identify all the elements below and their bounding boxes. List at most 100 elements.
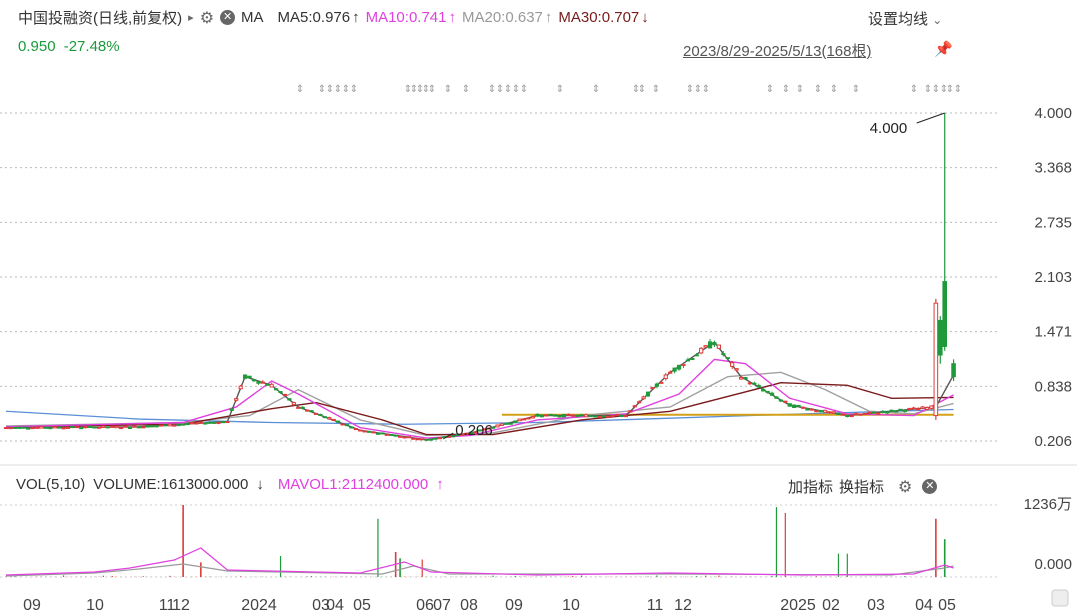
event-marker-icon: ⇕ [488, 84, 496, 95]
candle-body [632, 405, 637, 408]
candle-body [344, 424, 350, 427]
candle-body [353, 428, 358, 431]
ma30-value: MA30:0.707 [558, 9, 640, 26]
event-marker-icon: ⇕ [520, 84, 528, 95]
y-tick-label: 2.735 [1034, 214, 1072, 231]
gear-icon[interactable]: ⚙ [199, 9, 215, 27]
add-indicator-button[interactable]: 加指标 [788, 479, 834, 496]
candle-body [287, 398, 292, 401]
pin-icon[interactable]: 📌 [934, 41, 953, 58]
candle-body [504, 422, 509, 425]
date-range[interactable]: 2023/8/29-2025/5/13(168根) [683, 43, 872, 60]
event-marker-icon: ⇕ [428, 84, 436, 95]
candle-body [74, 426, 79, 429]
expand-arrow-icon[interactable]: ▸ [188, 12, 194, 24]
candle-body [840, 413, 845, 416]
event-marker-icon: ⇕ [496, 84, 504, 95]
candle-body [451, 435, 456, 438]
candle-body [304, 409, 310, 412]
candle-body [721, 353, 726, 356]
candle-body [43, 426, 48, 429]
candle-body [291, 402, 296, 406]
candle-body [845, 415, 850, 418]
x-tick-label: 05 [938, 597, 956, 613]
ma30-line [5, 382, 954, 436]
ma-settings-button[interactable]: 设置均线 ⌄ [868, 8, 942, 29]
high-label: 4.000 [870, 120, 908, 137]
candle-body [393, 434, 398, 437]
candle-body [229, 408, 234, 411]
event-marker-icon: ⇕ [940, 84, 948, 95]
candle-body [774, 396, 779, 399]
candle-body [610, 415, 615, 418]
event-marker-icon: ⇕ [318, 84, 326, 95]
ma-label: MA [241, 9, 264, 26]
candle-body [876, 412, 881, 415]
volume-value: VOLUME:1613000.000 [93, 476, 249, 493]
candle-body [783, 400, 788, 403]
candle-body [526, 417, 531, 420]
candle-body [756, 385, 761, 388]
candle-body [406, 436, 412, 439]
change-percent: -27.48% [63, 38, 120, 55]
candle-body [464, 432, 469, 435]
candle-body [521, 418, 527, 421]
candle-body [893, 410, 899, 413]
x-tick-label: 2025 [780, 597, 816, 613]
candle-body [455, 434, 460, 437]
event-marker-icon: ⇕ [422, 84, 430, 95]
candle-body [269, 383, 274, 388]
y-tick-label: 0.838 [1034, 378, 1072, 395]
candle-body [88, 425, 93, 428]
candle-body [132, 425, 137, 428]
candle-body [747, 382, 752, 385]
candle-body [880, 410, 885, 413]
candle-body [433, 437, 438, 440]
candle-body [769, 392, 775, 396]
candle-body [614, 413, 620, 416]
candle-body [827, 411, 832, 414]
candle-body [920, 406, 925, 409]
ma10-line [5, 358, 954, 439]
candle-body [477, 429, 482, 432]
candle-body [725, 357, 730, 360]
close-icon[interactable]: ✕ [220, 10, 236, 25]
candle-body [530, 416, 536, 419]
candle-body [561, 413, 567, 418]
candle-body [681, 363, 686, 366]
event-marker-icon: ⇕ [416, 84, 424, 95]
candle-body [39, 426, 44, 429]
candle-body [389, 434, 394, 437]
gear-icon[interactable]: ⚙ [898, 478, 913, 496]
volume-direction: ↓ [256, 476, 264, 493]
stock-title[interactable]: 中国投融资(日线,前复权) [18, 10, 183, 27]
candle-body [778, 399, 783, 402]
candle-body [260, 381, 265, 384]
chevron-down-icon: ⌄ [932, 13, 943, 27]
mavol1-line [5, 547, 954, 576]
candle-body [340, 423, 345, 426]
ma20-value: MA20:0.637 [461, 9, 543, 26]
close-icon[interactable]: ✕ [922, 479, 938, 494]
candle-body [800, 406, 806, 409]
candle-body [628, 410, 633, 413]
candle-body [411, 437, 416, 440]
candle-body [499, 423, 505, 426]
candle-body [194, 422, 199, 425]
candle-body [92, 426, 97, 429]
candle-body [858, 413, 863, 416]
event-marker-icon: ⇕ [334, 84, 342, 95]
candle-body [119, 427, 124, 430]
candle-body [849, 415, 854, 418]
x-tick-label: 2024 [241, 597, 277, 613]
candle-body [198, 421, 203, 424]
mavol2-line [5, 563, 954, 577]
scroll-handle [1051, 589, 1069, 607]
long-ma-line [5, 408, 954, 425]
switch-indicator-button[interactable]: 换指标 [839, 479, 885, 496]
candle-body [247, 375, 252, 379]
candle-body [234, 398, 239, 401]
candle-body [473, 431, 478, 434]
candle-body [366, 430, 372, 433]
